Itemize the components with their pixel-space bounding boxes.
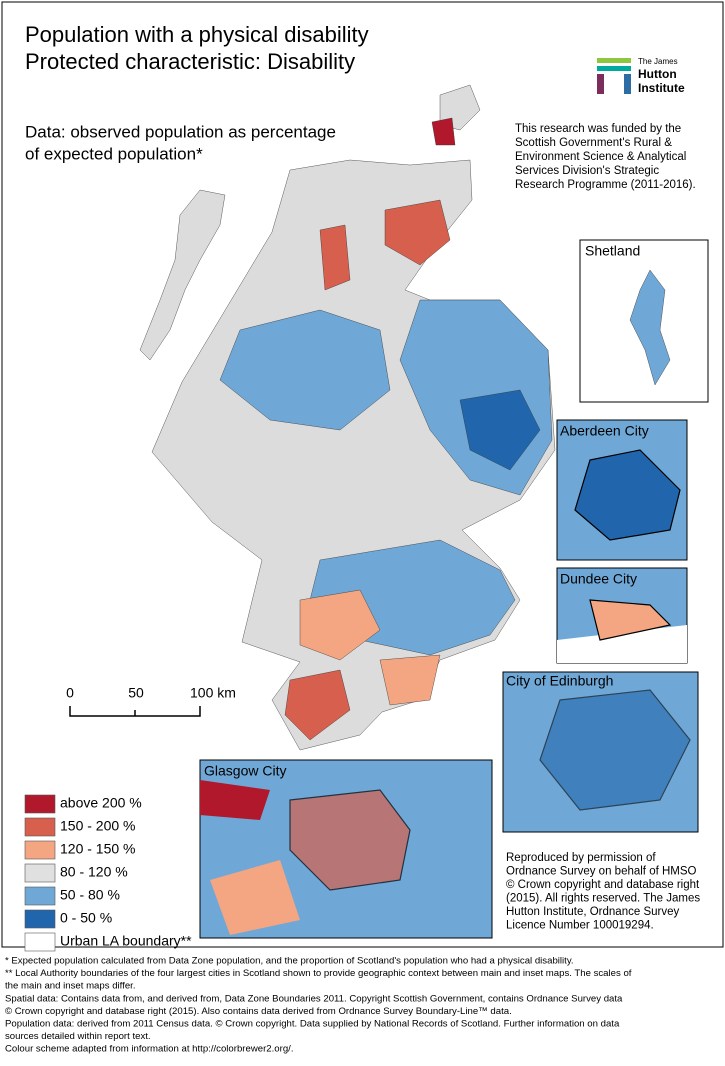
legend-swatch	[24, 794, 56, 814]
inset-label: City of Edinburgh	[506, 673, 613, 689]
legend-swatch	[24, 909, 56, 929]
legend-label: 120 - 150 %	[60, 841, 136, 857]
funding-line: Research Programme (2011-2016).	[515, 179, 696, 191]
footnote-line: ** Local Authority boundaries of the fou…	[5, 968, 632, 979]
legend-label: 150 - 200 %	[60, 818, 136, 834]
attribution-line: © Crown copyright and database right	[506, 879, 700, 891]
funding-line: Services Division's Strategic	[515, 165, 659, 177]
attribution-line: Hutton Institute, Ordnance Survey	[506, 906, 679, 918]
legend-label: above 200 %	[60, 795, 142, 811]
region-orange	[384, 199, 451, 266]
subtitle: Data: observed population as percentage	[25, 122, 336, 141]
scale-line	[69, 706, 201, 717]
logo-bar	[624, 74, 631, 94]
attribution-line: (2015). All rights reserved. The James	[506, 893, 700, 905]
scale-label: 100 km	[190, 685, 236, 701]
legend-swatch	[24, 932, 56, 952]
inset-land	[629, 269, 671, 386]
funding-note: This research was funded by the Scottish …	[515, 123, 696, 191]
footnote-line: * Expected population calculated from Da…	[5, 956, 574, 967]
inset-red	[200, 780, 270, 820]
city-boundary	[539, 689, 691, 811]
logo-bar	[597, 58, 631, 63]
title: Protected characteristic: Disability	[25, 49, 355, 74]
legend-label: 80 - 120 %	[60, 864, 128, 880]
logo-bar	[597, 66, 631, 71]
subtitle: of expected population*	[25, 144, 203, 163]
legend-swatch	[24, 840, 56, 860]
legend-swatch	[24, 863, 56, 883]
logo-text: Institute	[638, 81, 685, 95]
footnote-line: Colour scheme adapted from information a…	[5, 1044, 294, 1055]
inset-label: Aberdeen City	[560, 423, 649, 439]
legend-swatch	[24, 817, 56, 837]
funding-line: Environment Science & Analytical	[515, 151, 686, 163]
legend-label: Urban LA boundary**	[60, 933, 192, 949]
footnotes: * Expected population calculated from Da…	[5, 956, 632, 1055]
scale-bar: 0 50 100 km	[66, 685, 236, 717]
logo: The James Hutton Institute	[597, 57, 685, 95]
inset-shetland: Shetland	[579, 239, 709, 403]
legend-label: 50 - 80 %	[60, 887, 120, 903]
inset-glasgow: Glasgow City	[199, 759, 493, 939]
region-orange	[284, 669, 351, 741]
legend: above 200 % 150 - 200 % 120 - 150 % 80 - 12…	[24, 794, 192, 952]
attribution: Reproduced by permission of Ordnance Surv…	[506, 852, 700, 932]
footnote-line: © Crown copyright and database right (20…	[5, 1006, 512, 1017]
region-darkblue	[459, 389, 541, 471]
inset-aberdeen: Aberdeen City	[556, 419, 688, 561]
inset-dundee: Dundee City	[556, 567, 688, 664]
city-boundary	[589, 599, 672, 641]
inset-label: Dundee City	[560, 571, 637, 587]
frame	[1, 1, 724, 948]
city-boundary	[574, 449, 681, 541]
footnote-line: Population data: derived from 2011 Censu…	[5, 1019, 620, 1030]
scale-label: 50	[128, 685, 144, 701]
city-boundary	[289, 789, 411, 891]
region-orange	[319, 224, 351, 291]
inset-label: Glasgow City	[204, 763, 286, 779]
logo-bar	[597, 74, 604, 94]
western-isles	[139, 189, 226, 361]
funding-line: This research was funded by the	[515, 123, 681, 135]
region-peach	[379, 654, 441, 706]
inset-edinburgh: City of Edinburgh	[502, 671, 699, 833]
footnote-line: the main and inset maps differ.	[5, 981, 135, 992]
logo-text: Hutton	[638, 67, 677, 81]
orkney-red	[431, 117, 456, 146]
title: Population with a physical disability	[25, 22, 369, 47]
region-peach	[299, 589, 381, 661]
main-map	[139, 84, 556, 751]
attribution-line: Licence Number 100019294.	[506, 920, 654, 932]
scale-label: 0	[66, 685, 74, 701]
logo-text: The James	[638, 57, 678, 66]
footnote-line: sources detailed within report text.	[5, 1031, 151, 1042]
inset-water	[557, 625, 687, 663]
attribution-line: Reproduced by permission of	[506, 852, 656, 864]
footnote-line: Spatial data: Contains data from, and de…	[5, 993, 623, 1004]
inset-label: Shetland	[585, 243, 640, 259]
attribution-line: Ordnance Survey on behalf of HMSO	[506, 866, 697, 878]
funding-line: Scottish Government's Rural &	[515, 137, 672, 149]
legend-label: 0 - 50 %	[60, 910, 112, 926]
legend-swatch	[24, 886, 56, 906]
inset-peach	[210, 860, 300, 935]
region-blue	[219, 309, 391, 431]
